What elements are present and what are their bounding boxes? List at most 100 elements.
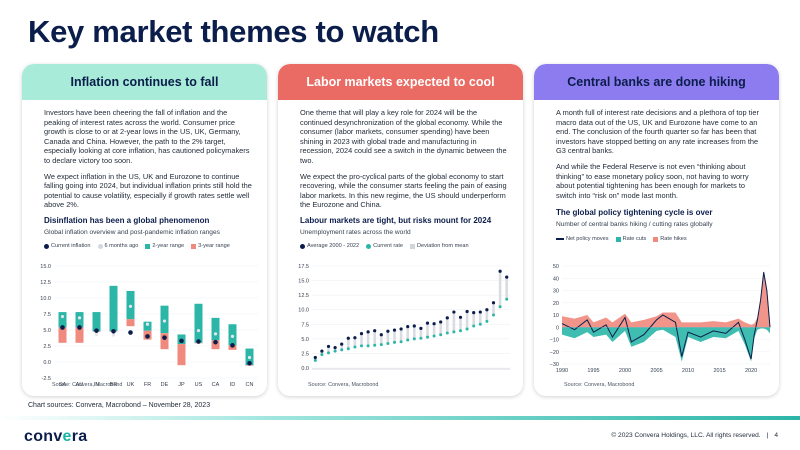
convera-logo: convera xyxy=(24,428,87,446)
x-category-label: US xyxy=(195,382,203,388)
central-banks-chart-source: Source: Convera, Macrobond xyxy=(564,382,635,388)
current-rate-point xyxy=(445,331,449,335)
current-rate-point xyxy=(333,349,337,353)
inflation-chart-legend: Current inflation 6 months ago 2-year ra… xyxy=(44,242,255,252)
average-point xyxy=(333,346,337,350)
average-point xyxy=(386,329,390,333)
current-inflation-point xyxy=(111,328,116,334)
deviation-bar xyxy=(353,337,357,348)
logo-text-main: conv xyxy=(24,428,63,445)
logo-text-tail: ra xyxy=(71,428,88,445)
2-year-range-bar xyxy=(75,312,84,328)
average-point xyxy=(485,308,489,312)
average-point xyxy=(465,309,469,314)
inflation-chart-title: Disinflation has been a global phenomeno… xyxy=(44,215,210,225)
x-tick-label: 2005 xyxy=(650,368,662,374)
central-banks-card-header: Central banks are done hiking xyxy=(534,64,779,100)
central-banks-paragraph-1: A month full of interest rate decisions … xyxy=(556,108,759,156)
central-banks-card: Central banks are done hiking A month fu… xyxy=(534,64,779,396)
deviation-bar xyxy=(399,328,403,342)
deviation-bar xyxy=(426,323,429,338)
y-tick-label: 50 xyxy=(553,264,559,270)
y-tick-label: 7.5 xyxy=(43,312,51,318)
deviation-bar xyxy=(505,277,508,300)
3-year-range-bar xyxy=(211,340,220,350)
six-months-ago-point xyxy=(162,319,167,323)
average-point xyxy=(478,310,482,314)
legend-average: Average 2000 - 2022 xyxy=(307,243,360,250)
deviation-bar xyxy=(406,326,409,341)
deviation-bar xyxy=(386,331,390,344)
deviation-bar xyxy=(380,334,383,345)
current-rate-point xyxy=(399,340,403,344)
inflation-chart: 15.0 12.5 10.0 7.5 5.0 2.5 0.0 -2.5 SA AU IN BR UK FR… xyxy=(40,264,258,388)
legend-6-months-ago: 6 months ago xyxy=(104,243,139,250)
average-point xyxy=(439,320,443,324)
legend-current-rate: Current rate xyxy=(373,243,404,250)
2-year-range-bar xyxy=(194,303,203,343)
3-year-range-bar xyxy=(58,327,67,343)
labor-chart: 17.5 15.0 12.5 10.0 7.5 5.0 2.5 0.0 xyxy=(298,264,510,372)
average-point xyxy=(472,311,476,315)
average-point xyxy=(326,344,331,349)
central-banks-paragraph-2: And while the Federal Reserve is not eve… xyxy=(556,161,749,200)
x-category-label: IN xyxy=(94,382,100,388)
legend-3-year-range: 3-year range xyxy=(198,243,230,250)
legend-rate-cuts: Rate cuts xyxy=(622,235,647,242)
current-inflation-point xyxy=(162,335,167,340)
y-tick-label: 20 xyxy=(553,301,559,307)
deviation-bar xyxy=(432,323,436,336)
deviation-bar xyxy=(419,328,423,339)
labor-chart-legend: Average 2000 - 2022 Current rate Deviati… xyxy=(300,242,511,252)
legend-net-policy-moves: Net policy moves xyxy=(566,235,609,242)
y-tick-label: −20 xyxy=(550,350,559,356)
inflation-card-header: Inflation continues to fall xyxy=(22,64,267,100)
current-rate-point xyxy=(492,313,495,317)
x-tick-label: 1990 xyxy=(556,368,568,374)
average-point xyxy=(392,328,397,332)
average-point xyxy=(406,325,410,329)
x-category-label: BR xyxy=(110,382,118,388)
average-point xyxy=(505,275,509,279)
average-point xyxy=(340,342,344,346)
average-point xyxy=(432,322,436,326)
current-rate-point xyxy=(452,330,456,334)
current-inflation-point xyxy=(179,338,184,344)
current-inflation-point xyxy=(128,330,133,335)
y-tick-label: 15.0 xyxy=(40,264,51,270)
y-tick-label: 30 xyxy=(553,289,559,295)
current-inflation-point xyxy=(230,343,235,348)
average-point xyxy=(379,333,383,337)
rate-cuts-area xyxy=(562,327,770,362)
current-rate-point xyxy=(419,336,423,340)
legend-current-inflation: Current inflation xyxy=(51,243,91,250)
x-tick-label: 1995 xyxy=(587,368,599,374)
footer-accent-bar xyxy=(0,416,800,420)
six-months-ago-point xyxy=(213,332,218,336)
page-number: 4 xyxy=(774,432,778,439)
current-rate-point xyxy=(386,342,390,346)
current-inflation-point xyxy=(145,334,150,339)
current-rate-point xyxy=(406,338,410,342)
six-months-ago-point xyxy=(128,304,133,308)
legend-rate-hikes: Rate hikes xyxy=(660,235,687,242)
inflation-card: Inflation continues to fall Investors ha… xyxy=(22,64,267,396)
rate-hikes-area xyxy=(562,270,770,328)
deviation-bar xyxy=(492,302,495,315)
current-rate-point xyxy=(465,327,469,331)
y-tick-label: 7.5 xyxy=(301,322,309,328)
six-months-ago-point xyxy=(196,329,201,333)
3-year-range-bar xyxy=(177,344,186,366)
deviation-bar xyxy=(452,312,456,332)
3-year-range-bar xyxy=(126,319,135,327)
deviation-bar xyxy=(393,330,396,343)
average-point xyxy=(353,336,357,340)
labor-paragraph-2: We expect the pro-cyclical parts of the … xyxy=(300,171,507,210)
central-banks-chart-legend: Net policy moves Rate cuts Rate hikes xyxy=(556,235,767,245)
x-category-label: ID xyxy=(230,382,236,388)
y-tick-label: 10.0 xyxy=(298,308,309,314)
y-tick-label: 12.5 xyxy=(298,293,309,299)
inflation-paragraph-2: We expect inflation in the US, UK and Eu… xyxy=(44,171,252,210)
current-rate-point xyxy=(498,305,502,309)
footer-copyright-block: © 2023 Convera Holdings, LLC. All rights… xyxy=(611,432,778,439)
